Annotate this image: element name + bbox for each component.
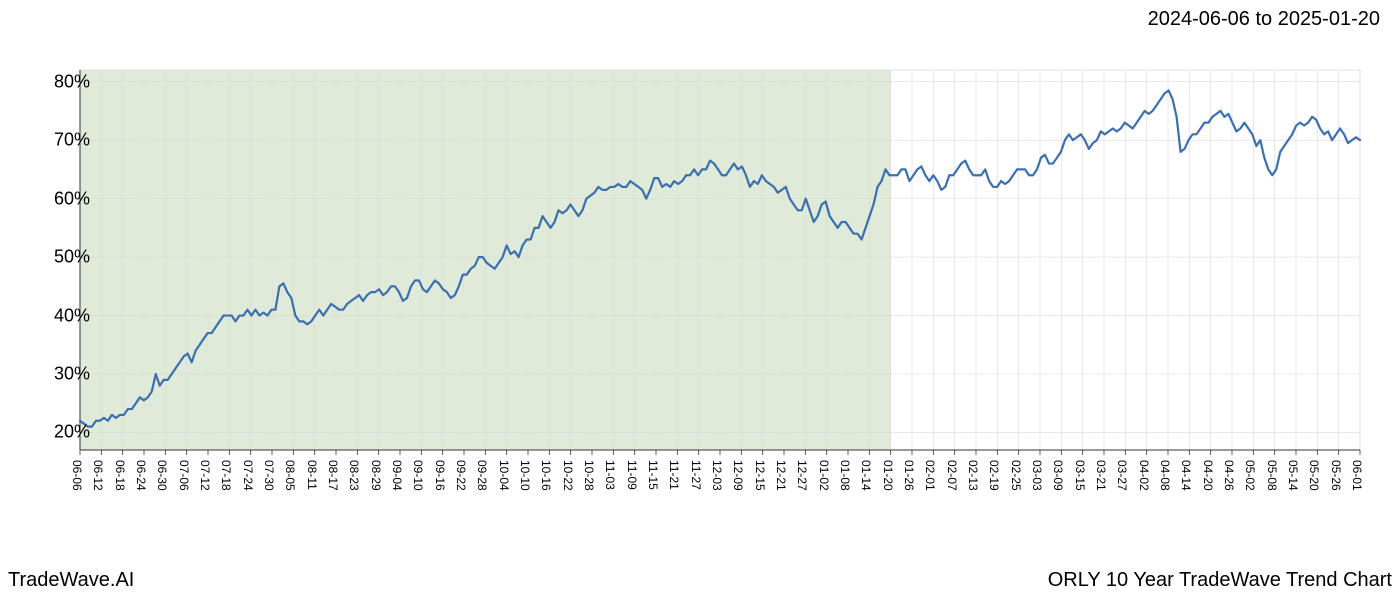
y-tick-label: 70% [30,130,90,151]
x-tick-label: 11-09 [625,460,639,490]
x-tick-label: 07-30 [262,460,276,491]
y-tick-label: 20% [30,422,90,443]
x-tick-label: 12-27 [795,460,809,491]
x-tick-label: 05-02 [1243,460,1257,491]
x-tick-label: 10-10 [518,460,532,491]
x-tick-label: 06-30 [155,460,169,491]
x-tick-label: 12-09 [731,460,745,491]
chart-svg [70,60,1370,500]
x-tick-label: 07-24 [241,460,255,491]
x-tick-label: 02-07 [945,460,959,491]
x-tick-label: 09-04 [390,460,404,491]
x-tick-label: 06-01 [1350,460,1364,491]
x-tick-label: 04-20 [1201,460,1215,491]
x-tick-label: 06-12 [91,460,105,491]
x-tick-label: 03-21 [1094,460,1108,491]
brand-label: TradeWave.AI [8,569,134,592]
x-tick-label: 06-06 [70,460,84,491]
x-tick-label: 03-09 [1051,460,1065,491]
x-tick-label: 02-13 [966,460,980,491]
x-tick-label: 08-23 [347,460,361,491]
x-tick-label: 08-17 [326,460,340,491]
x-tick-label: 04-14 [1179,460,1193,491]
x-tick-label: 11-03 [603,460,617,490]
x-tick-label: 07-18 [219,460,233,491]
x-tick-label: 10-22 [561,460,575,491]
x-tick-label: 11-15 [646,460,660,490]
x-tick-label: 06-24 [134,460,148,491]
x-tick-label: 01-08 [838,460,852,491]
x-tick-label: 08-05 [283,460,297,491]
x-tick-label: 06-18 [113,460,127,491]
x-tick-label: 09-22 [454,460,468,491]
x-tick-label: 08-11 [305,460,319,490]
x-tick-label: 04-26 [1222,460,1236,491]
y-tick-label: 30% [30,364,90,385]
chart-title: ORLY 10 Year TradeWave Trend Chart [1048,569,1392,592]
x-tick-label: 05-08 [1265,460,1279,491]
x-tick-label: 01-14 [859,460,873,491]
x-tick-label: 01-26 [902,460,916,491]
x-tick-label: 09-10 [411,460,425,491]
x-tick-label: 05-26 [1329,460,1343,491]
y-tick-label: 60% [30,188,90,209]
x-tick-label: 02-19 [987,460,1001,491]
x-tick-label: 07-12 [198,460,212,491]
x-tick-label: 02-01 [923,460,937,491]
x-tick-label: 10-28 [582,460,596,491]
x-tick-label: 10-16 [539,460,553,491]
trend-chart [70,60,1370,500]
x-tick-label: 03-15 [1073,460,1087,491]
y-tick-label: 80% [30,71,90,92]
date-range-label: 2024-06-06 to 2025-01-20 [1148,8,1380,31]
x-tick-label: 03-27 [1115,460,1129,491]
x-tick-label: 12-03 [710,460,724,491]
y-tick-label: 40% [30,305,90,326]
x-tick-label: 05-20 [1307,460,1321,491]
x-tick-label: 11-27 [689,460,703,490]
x-tick-label: 12-21 [774,460,788,491]
y-tick-label: 50% [30,247,90,268]
x-tick-label: 04-08 [1158,460,1172,491]
x-tick-label: 07-06 [177,460,191,491]
x-tick-label: 09-16 [433,460,447,491]
x-tick-label: 01-02 [817,460,831,491]
x-tick-label: 11-21 [667,460,681,490]
x-tick-label: 12-15 [753,460,767,491]
x-tick-label: 08-29 [369,460,383,491]
x-tick-label: 02-25 [1009,460,1023,491]
x-tick-label: 05-14 [1286,460,1300,491]
x-tick-label: 04-02 [1137,460,1151,491]
x-tick-label: 10-04 [497,460,511,491]
x-tick-label: 01-20 [881,460,895,491]
x-tick-label: 03-03 [1030,460,1044,491]
x-tick-label: 09-28 [475,460,489,491]
